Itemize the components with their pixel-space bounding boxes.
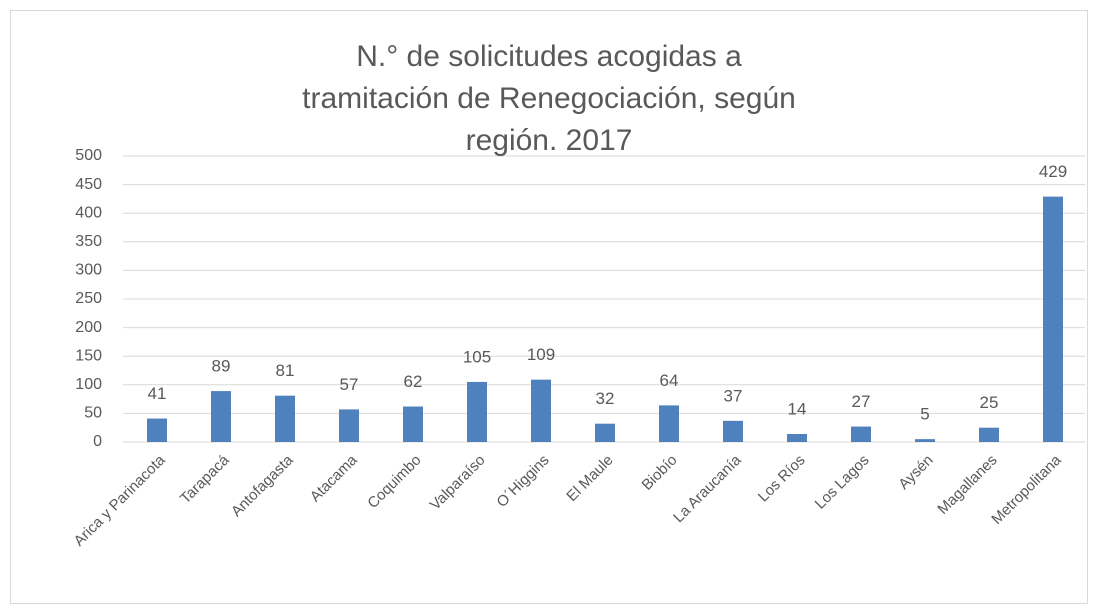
bar [339, 409, 359, 442]
value-label: 429 [1039, 162, 1067, 181]
bar [595, 423, 615, 442]
value-label: 32 [596, 389, 615, 408]
bar [787, 433, 807, 442]
value-label: 27 [852, 392, 871, 411]
y-tick-label: 200 [75, 319, 102, 336]
value-label: 64 [660, 371, 679, 390]
bar [275, 395, 295, 442]
y-tick-label: 0 [93, 433, 102, 450]
bar [531, 379, 551, 442]
value-label: 62 [404, 372, 423, 391]
bar [979, 427, 999, 442]
value-label: 109 [527, 345, 555, 364]
chart-title: N.° de solicitudes acogidas a tramitació… [302, 40, 796, 157]
bar [147, 418, 167, 442]
bar [1043, 196, 1063, 442]
value-label: 14 [788, 399, 807, 418]
y-tick-label: 350 [75, 233, 102, 250]
y-tick-label: 250 [75, 290, 102, 307]
bar [467, 381, 487, 442]
bar [659, 405, 679, 442]
y-tick-label: 400 [75, 204, 102, 221]
value-label: 25 [980, 393, 999, 412]
value-label: 37 [724, 386, 743, 405]
y-tick-label: 500 [75, 147, 102, 164]
value-label: 57 [340, 375, 359, 394]
value-label: 81 [276, 361, 295, 380]
value-label: 105 [463, 347, 491, 366]
bar [851, 426, 871, 442]
y-tick-label: 100 [75, 376, 102, 393]
bar [403, 406, 423, 442]
value-label: 5 [920, 405, 929, 424]
y-tick-label: 300 [75, 262, 102, 279]
chart-border [10, 10, 1088, 604]
bar [211, 391, 231, 442]
value-label: 89 [212, 357, 231, 376]
bar [723, 420, 743, 442]
y-tick-label: 450 [75, 176, 102, 193]
value-label: 41 [148, 384, 167, 403]
bar [915, 439, 935, 442]
y-tick-label: 50 [84, 405, 102, 422]
y-tick-label: 150 [75, 347, 102, 364]
